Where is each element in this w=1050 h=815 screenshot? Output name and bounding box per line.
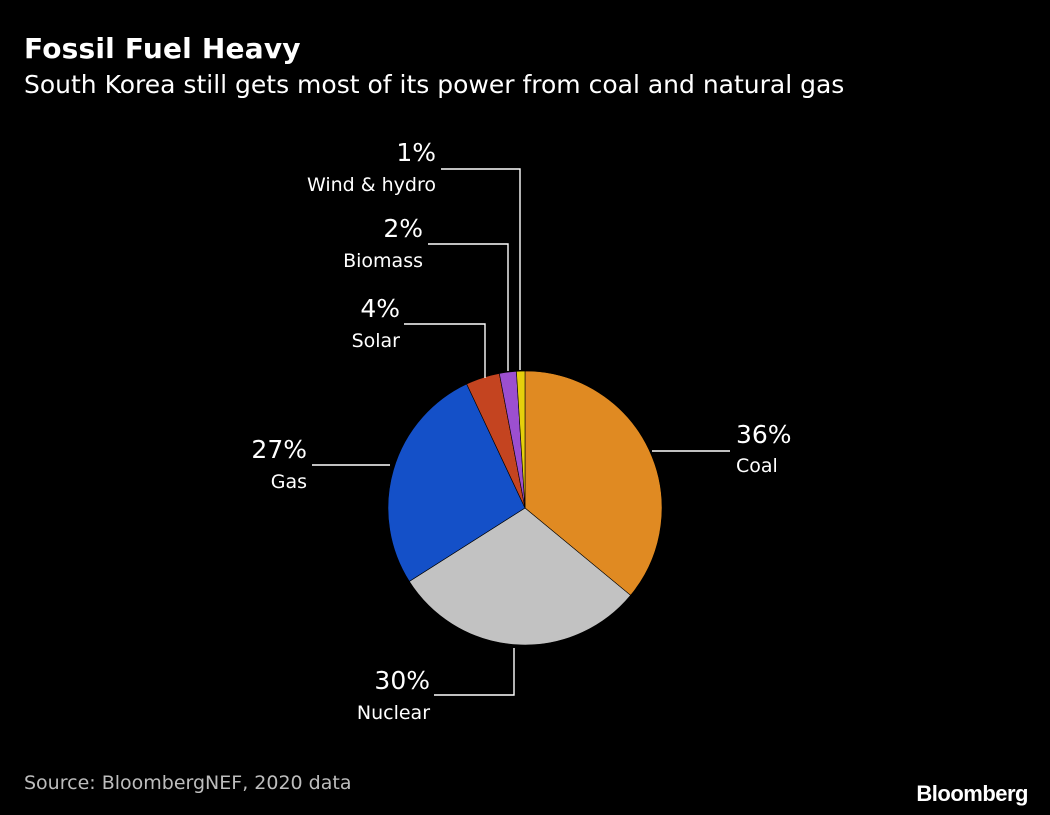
chart-title: Fossil Fuel Heavy [24,32,301,65]
callouts: 36% Coal 30% Nuclear 27% Gas 4% Solar 2% Biomass 1… [251,138,791,724]
slice-nuclear [408,507,631,646]
leader-line-nuclear [434,648,515,696]
category-label-coal: Coal [736,455,778,477]
chart-subtitle: South Korea still gets most of its power… [24,70,845,99]
category-label-wind-hydro: Wind & hydro [307,174,436,196]
bloomberg-logo: Bloomberg [916,781,1028,806]
pct-label-coal: 36% [736,420,792,449]
slices [387,370,663,646]
slice-gas [387,383,526,582]
leader-line-solar [404,323,486,378]
category-label-solar: Solar [352,330,401,352]
category-label-nuclear: Nuclear [357,702,430,724]
category-label-biomass: Biomass [343,250,423,272]
pct-label-nuclear: 30% [374,666,430,695]
category-label-gas: Gas [271,471,307,493]
source-note: Source: BloombergNEF, 2020 data [24,772,352,794]
pct-label-wind-hydro: 1% [396,138,436,167]
slice-wind-hydro [516,370,526,509]
pct-label-gas: 27% [251,435,307,464]
leader-line-wind-hydro [441,168,521,370]
pct-label-biomass: 2% [383,214,423,243]
slice-coal [524,370,663,596]
leader-line-biomass [428,243,509,371]
pct-label-solar: 4% [360,294,400,323]
